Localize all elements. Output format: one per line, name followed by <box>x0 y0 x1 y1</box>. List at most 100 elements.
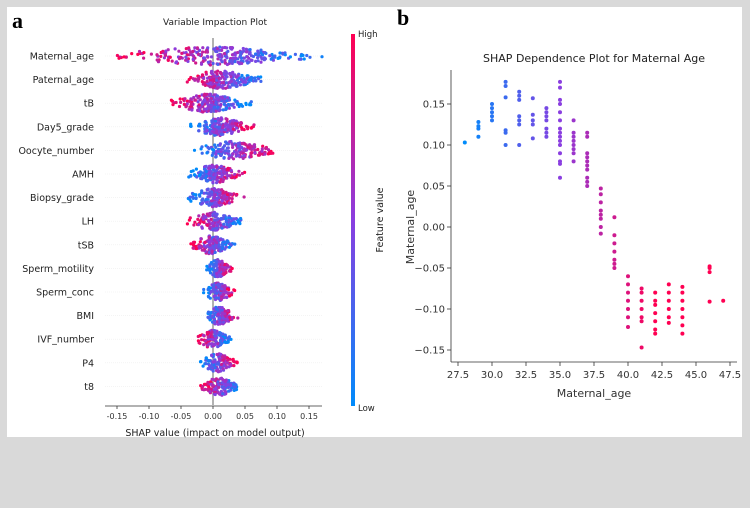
shap-dot <box>230 131 234 135</box>
shap-dot <box>208 81 213 85</box>
dependence-dot <box>503 79 508 84</box>
shap-dot <box>234 383 238 387</box>
shap-dot <box>235 126 239 130</box>
x-tick-label: -0.10 <box>139 412 160 421</box>
shap-dot <box>219 85 223 89</box>
shap-dot <box>224 106 228 110</box>
shap-dot <box>216 69 220 73</box>
shap-dot <box>217 150 221 154</box>
shap-dot <box>187 77 191 82</box>
shap-dot <box>302 57 306 61</box>
dependence-dot <box>558 130 562 135</box>
chart-b-xlabel: Maternal_age <box>557 387 632 400</box>
dependence-dot <box>585 184 590 188</box>
shap-dot <box>217 200 221 205</box>
shap-dot <box>231 125 235 129</box>
x-tick-label: 32.5 <box>515 370 537 381</box>
shap-dot <box>230 46 234 50</box>
shap-dot <box>235 151 239 155</box>
shap-dot <box>212 75 216 79</box>
shap-dot <box>205 244 209 248</box>
shap-dot <box>142 56 146 60</box>
shap-dot <box>283 53 287 57</box>
shap-dot <box>188 99 192 103</box>
shap-dot <box>155 58 159 62</box>
shap-dot <box>239 78 244 82</box>
shap-dot <box>219 297 223 301</box>
dependence-dot <box>571 134 576 139</box>
shap-dot <box>223 95 227 99</box>
shap-dot <box>205 200 209 204</box>
feature-label: Sperm_conc <box>36 288 94 299</box>
shap-dot <box>204 382 208 386</box>
shap-dot <box>220 385 224 389</box>
shap-dot <box>137 49 142 54</box>
shap-dot <box>260 149 264 153</box>
shap-dot <box>164 49 168 53</box>
panel-label-b: b <box>397 5 409 30</box>
shap-dot <box>203 240 207 244</box>
shap-dot <box>199 237 203 241</box>
shap-dot <box>200 338 204 342</box>
shap-dot <box>224 122 228 126</box>
shap-dot <box>234 217 238 221</box>
shap-dot <box>232 105 236 109</box>
shap-dot <box>200 145 204 149</box>
dependence-dot <box>666 290 671 295</box>
shap-dot <box>215 296 219 300</box>
x-tick-label: 35.0 <box>549 370 571 381</box>
shap-dot <box>227 216 231 220</box>
dependence-dot <box>653 302 658 307</box>
shap-dot <box>218 291 222 295</box>
shap-dot <box>237 104 241 109</box>
shap-dot <box>174 100 178 105</box>
shap-dot <box>222 364 226 368</box>
shap-dot <box>221 108 225 112</box>
shap-dot <box>219 147 223 151</box>
shap-dot <box>242 149 247 153</box>
shap-dot <box>202 287 206 292</box>
shap-dot <box>246 145 250 149</box>
shap-dot <box>217 385 221 389</box>
dependence-dot <box>476 120 481 124</box>
dependence-dot <box>612 266 617 270</box>
shap-dot <box>224 81 228 85</box>
shap-dot <box>202 124 206 128</box>
shap-dot <box>122 55 126 59</box>
shap-dot <box>189 102 193 106</box>
shap-dot <box>217 83 221 87</box>
shap-dot <box>219 103 223 107</box>
dependence-dot <box>680 290 685 295</box>
shap-dot <box>166 58 170 63</box>
shap-dot <box>207 316 211 320</box>
shap-dot <box>242 76 246 80</box>
shap-dot <box>293 52 297 57</box>
shap-dot <box>212 259 216 263</box>
shap-dot <box>210 250 214 254</box>
shap-dot <box>210 222 214 226</box>
dependence-dot <box>558 118 562 123</box>
shap-dot <box>220 173 224 177</box>
feature-label: tSB <box>78 240 94 251</box>
shap-dot <box>201 171 205 175</box>
dependence-dot <box>680 315 685 320</box>
shap-dot <box>308 55 312 59</box>
shap-dot <box>258 151 262 155</box>
shap-dot <box>219 152 224 156</box>
y-tick-label: −0.10 <box>414 305 445 316</box>
dependence-dot <box>598 216 603 221</box>
shap-dot <box>202 56 206 60</box>
shap-dot <box>222 214 226 218</box>
shap-dot <box>211 342 215 347</box>
shap-dot <box>192 54 196 58</box>
shap-dot <box>231 145 235 149</box>
shap-dot <box>220 308 224 312</box>
shap-dot <box>239 216 243 221</box>
shap-dot <box>231 152 235 156</box>
shap-dot <box>253 148 257 152</box>
shap-dot <box>248 48 252 52</box>
shap-dot <box>211 314 215 318</box>
shap-dot <box>196 47 200 51</box>
dependence-dot <box>598 231 603 236</box>
shap-dot <box>206 219 211 223</box>
